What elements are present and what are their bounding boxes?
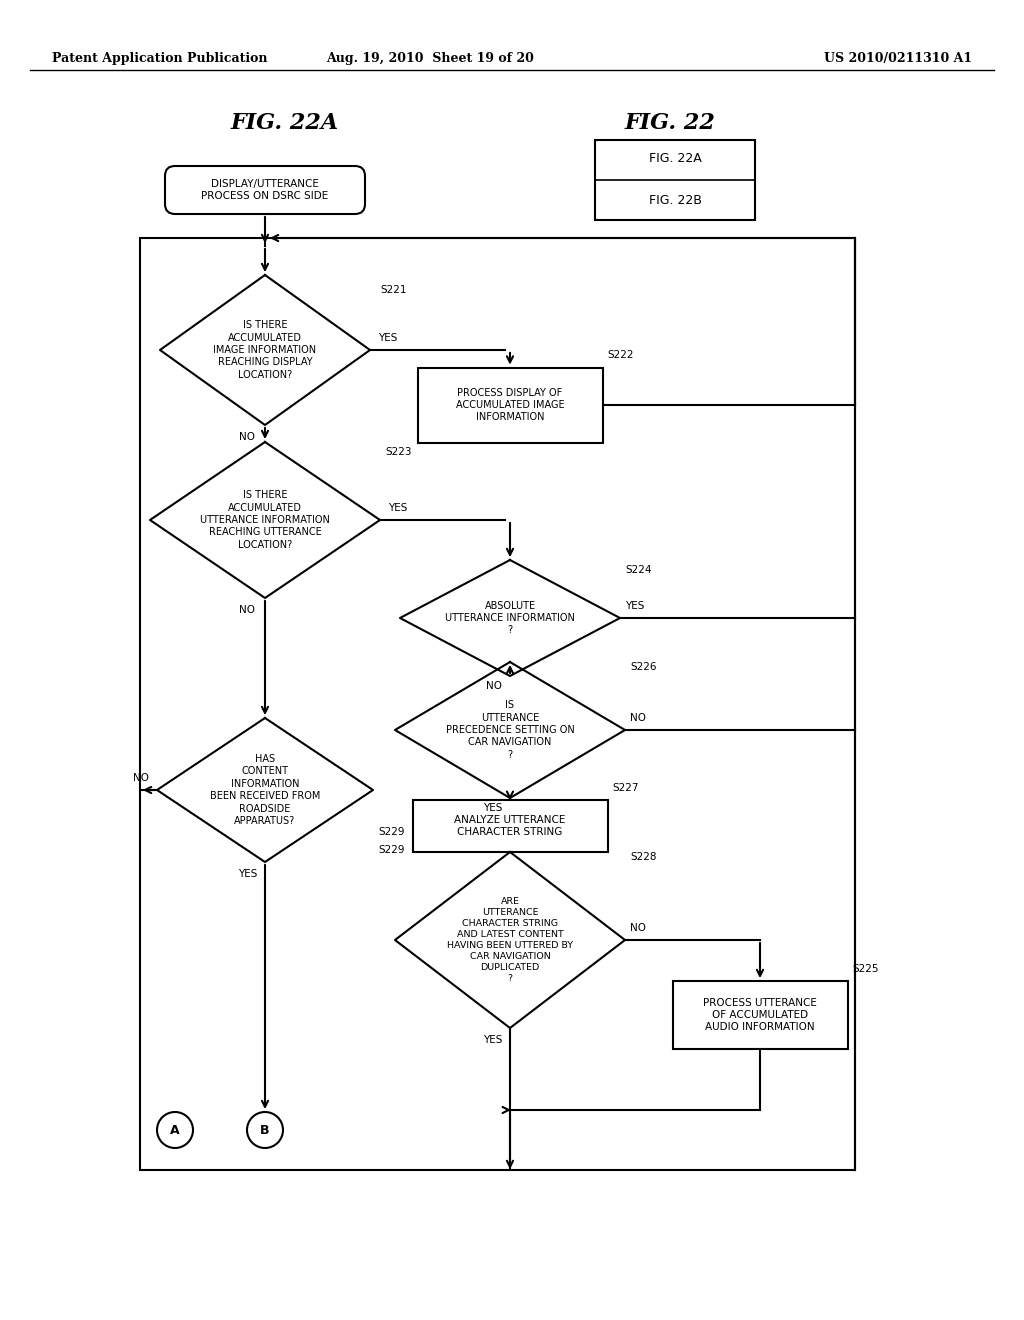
Text: HAS
CONTENT
INFORMATION
BEEN RECEIVED FROM
ROADSIDE
APPARATUS?: HAS CONTENT INFORMATION BEEN RECEIVED FR… xyxy=(210,754,321,826)
Text: Patent Application Publication: Patent Application Publication xyxy=(52,51,267,65)
Circle shape xyxy=(247,1111,283,1148)
Text: S221: S221 xyxy=(380,285,407,294)
Text: NO: NO xyxy=(630,713,646,723)
Text: YES: YES xyxy=(482,803,502,813)
Text: Aug. 19, 2010  Sheet 19 of 20: Aug. 19, 2010 Sheet 19 of 20 xyxy=(326,51,534,65)
Text: S222: S222 xyxy=(607,351,634,360)
Text: ARE
UTTERANCE
CHARACTER STRING
AND LATEST CONTENT
HAVING BEEN UTTERED BY
CAR NAV: ARE UTTERANCE CHARACTER STRING AND LATES… xyxy=(446,896,573,983)
Text: IS
UTTERANCE
PRECEDENCE SETTING ON
CAR NAVIGATION
?: IS UTTERANCE PRECEDENCE SETTING ON CAR N… xyxy=(445,700,574,760)
Text: FIG. 22A: FIG. 22A xyxy=(648,152,701,165)
Text: YES: YES xyxy=(388,503,408,513)
Polygon shape xyxy=(150,442,380,598)
Text: FIG. 22: FIG. 22 xyxy=(625,112,716,135)
Text: IS THERE
ACCUMULATED
IMAGE INFORMATION
REACHING DISPLAY
LOCATION?: IS THERE ACCUMULATED IMAGE INFORMATION R… xyxy=(213,321,316,380)
Bar xyxy=(413,800,607,851)
Text: NO: NO xyxy=(239,605,255,615)
Text: A: A xyxy=(170,1123,180,1137)
Text: PROCESS DISPLAY OF
ACCUMULATED IMAGE
INFORMATION: PROCESS DISPLAY OF ACCUMULATED IMAGE INF… xyxy=(456,388,564,422)
Text: S229: S229 xyxy=(378,845,404,855)
Polygon shape xyxy=(157,718,373,862)
Text: S225: S225 xyxy=(853,964,879,974)
Text: FIG. 22A: FIG. 22A xyxy=(231,112,339,135)
Text: ABSOLUTE
UTTERANCE INFORMATION
?: ABSOLUTE UTTERANCE INFORMATION ? xyxy=(445,601,574,635)
Text: S227: S227 xyxy=(612,783,639,793)
Text: NO: NO xyxy=(630,923,646,933)
Text: NO: NO xyxy=(133,774,150,783)
Text: B: B xyxy=(260,1123,269,1137)
Text: NO: NO xyxy=(239,432,255,442)
Polygon shape xyxy=(400,560,620,676)
Polygon shape xyxy=(395,851,625,1028)
Text: NO: NO xyxy=(486,681,502,690)
Text: S224: S224 xyxy=(625,565,651,576)
Text: S226: S226 xyxy=(630,663,656,672)
Text: DISPLAY/UTTERANCE
PROCESS ON DSRC SIDE: DISPLAY/UTTERANCE PROCESS ON DSRC SIDE xyxy=(202,178,329,201)
Text: S228: S228 xyxy=(630,851,656,862)
Text: ANALYZE UTTERANCE
CHARACTER STRING: ANALYZE UTTERANCE CHARACTER STRING xyxy=(455,814,565,837)
Text: IS THERE
ACCUMULATED
UTTERANCE INFORMATION
REACHING UTTERANCE
LOCATION?: IS THERE ACCUMULATED UTTERANCE INFORMATI… xyxy=(200,490,330,550)
Polygon shape xyxy=(395,663,625,799)
Text: YES: YES xyxy=(625,601,644,611)
Circle shape xyxy=(157,1111,193,1148)
Polygon shape xyxy=(160,275,370,425)
Bar xyxy=(595,140,755,220)
Text: US 2010/0211310 A1: US 2010/0211310 A1 xyxy=(824,51,972,65)
Text: YES: YES xyxy=(238,869,257,879)
Text: FIG. 22B: FIG. 22B xyxy=(648,194,701,206)
Bar xyxy=(140,238,855,1170)
Text: YES: YES xyxy=(482,1035,502,1045)
Text: YES: YES xyxy=(378,333,397,343)
Bar xyxy=(418,367,602,442)
Text: S229: S229 xyxy=(378,828,404,837)
Bar xyxy=(673,981,848,1049)
Text: S223: S223 xyxy=(385,447,412,457)
FancyBboxPatch shape xyxy=(165,166,365,214)
Text: PROCESS UTTERANCE
OF ACCUMULATED
AUDIO INFORMATION: PROCESS UTTERANCE OF ACCUMULATED AUDIO I… xyxy=(703,998,817,1032)
